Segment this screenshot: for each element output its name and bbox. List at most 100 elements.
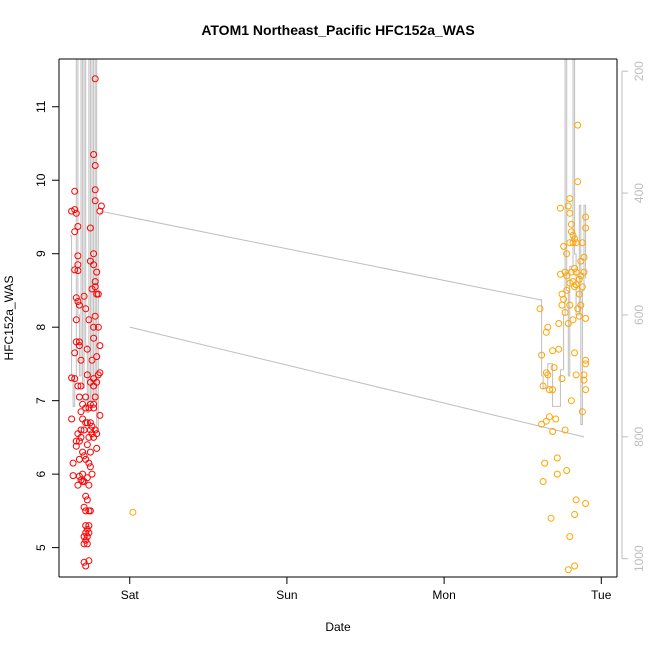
data-point <box>574 178 582 186</box>
data-point <box>545 413 553 421</box>
data-point <box>575 312 583 320</box>
data-point <box>561 426 569 434</box>
data-point <box>80 292 88 300</box>
data-point <box>564 566 572 574</box>
data-point <box>572 281 580 289</box>
data-point <box>558 375 566 383</box>
data-point <box>552 415 560 423</box>
data-point <box>582 213 590 221</box>
data-point <box>544 371 552 379</box>
data-point <box>563 467 571 474</box>
data-point <box>582 386 590 394</box>
data-point <box>74 298 82 305</box>
data-point <box>85 557 93 565</box>
y2-tick-label: 600 <box>632 305 646 325</box>
data-point <box>555 320 563 327</box>
data-point <box>569 231 577 239</box>
data-point <box>94 371 102 379</box>
data-point <box>82 536 90 544</box>
y-tick-label: 9 <box>34 250 48 257</box>
data-point <box>91 393 99 401</box>
data-point <box>72 442 80 450</box>
data-point <box>582 356 590 364</box>
data-point <box>580 371 588 379</box>
data-point <box>569 239 577 247</box>
data-point <box>536 305 544 313</box>
data-point <box>566 279 574 287</box>
data-point <box>582 360 590 368</box>
data-point <box>72 294 80 302</box>
data-point <box>80 533 88 541</box>
data-point <box>83 345 91 353</box>
data-point <box>560 242 568 250</box>
data-point <box>83 533 91 541</box>
data-point <box>93 353 101 361</box>
data-point <box>75 342 83 350</box>
x-tick-label: Sun <box>276 588 297 602</box>
data-point <box>578 239 586 247</box>
data-point <box>71 266 79 274</box>
data-point <box>575 275 583 283</box>
data-point <box>544 323 552 331</box>
data-point <box>574 121 582 129</box>
data-point <box>71 187 79 195</box>
data-point <box>77 426 85 434</box>
data-point <box>553 470 561 478</box>
data-point <box>555 345 563 353</box>
data-point <box>93 378 101 386</box>
data-point <box>538 351 546 359</box>
y2-tick-label: 400 <box>632 183 646 203</box>
altitude-line <box>70 59 587 432</box>
data-point <box>563 272 571 280</box>
data-point <box>580 253 588 261</box>
data-point <box>75 338 83 346</box>
altitude-segment <box>129 326 585 438</box>
data-point <box>571 562 579 570</box>
y-tick-label: 7 <box>34 397 48 404</box>
data-points-layer <box>68 75 590 574</box>
data-point <box>82 393 90 401</box>
data-point <box>80 452 88 460</box>
data-point <box>74 382 82 390</box>
data-point <box>90 261 98 269</box>
data-point <box>578 283 586 291</box>
data-point <box>560 295 568 303</box>
data-point <box>75 437 83 445</box>
data-point <box>71 228 79 236</box>
data-point <box>91 197 99 205</box>
data-point <box>542 328 550 336</box>
data-point <box>545 386 553 394</box>
data-point <box>567 397 575 405</box>
y-tick-label: 10 <box>34 173 48 187</box>
data-point <box>91 162 99 169</box>
x-tick-label: Mon <box>432 588 455 602</box>
data-point <box>71 375 79 383</box>
data-point <box>69 459 77 467</box>
data-point <box>72 316 80 324</box>
data-point <box>90 151 98 158</box>
data-point <box>582 314 590 322</box>
y2-tick-label: 200 <box>632 61 646 81</box>
data-point <box>94 290 102 298</box>
data-point <box>77 356 85 364</box>
data-point <box>74 267 82 275</box>
data-point <box>564 202 572 210</box>
data-point <box>72 209 80 217</box>
data-point <box>77 408 85 416</box>
y-tick-label: 6 <box>34 470 48 477</box>
data-point <box>91 278 99 286</box>
data-point <box>83 474 91 482</box>
data-point <box>90 334 98 342</box>
data-point <box>566 195 574 203</box>
data-point <box>566 209 574 217</box>
data-point <box>86 426 94 434</box>
data-point <box>580 268 588 276</box>
data-point <box>85 529 93 537</box>
data-point <box>582 500 590 507</box>
data-point <box>88 356 96 364</box>
data-point <box>85 459 93 467</box>
data-point <box>572 371 580 379</box>
data-point <box>567 228 575 236</box>
